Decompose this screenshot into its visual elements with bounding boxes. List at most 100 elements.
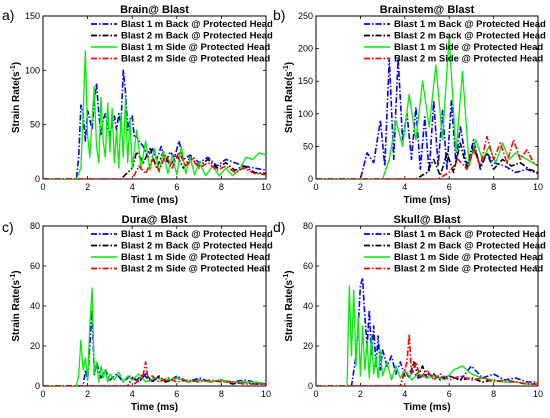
y-tick-label: 60	[303, 261, 313, 271]
series-line-3	[316, 34, 538, 179]
y-tick-label: 0	[35, 381, 40, 391]
legend-label: Blast 2 m Side @ Protected Head	[394, 54, 543, 65]
legend-label: Blast 2 m Side @ Protected Head	[121, 264, 270, 275]
chart-title: Skull@ Blast	[394, 214, 461, 226]
x-tick-label: 4	[402, 182, 407, 192]
x-tick-label: 2	[358, 182, 363, 192]
series-line-1	[316, 57, 538, 179]
chart-title: Brain@ Blast	[120, 4, 189, 16]
panel-label: b)	[273, 7, 285, 23]
y-tick-label: 80	[303, 221, 313, 231]
x-tick-label: 0	[40, 182, 45, 192]
chart-title: Dura@ Blast	[122, 214, 188, 226]
legend-label: Blast 2 m Back @ Protected Head	[121, 241, 273, 252]
legend-label: Blast 2 m Back @ Protected Head	[394, 31, 546, 42]
legend-label: Blast 1 m Back @ Protected Head	[394, 19, 546, 30]
x-tick-label: 4	[130, 389, 135, 399]
panel-4: 0 2 4 6 8 10 0 20 40 60 80 Skull@ Blast d) Time (ms) S…	[273, 214, 546, 413]
panel-label: d)	[273, 219, 285, 235]
y-tick-label: 0	[308, 174, 313, 184]
y-tick-label: 40	[30, 301, 40, 311]
y-tick-label: 0	[35, 174, 40, 184]
x-tick-label: 10	[261, 182, 271, 192]
x-tick-label: 2	[85, 182, 90, 192]
x-tick-label: 8	[491, 182, 496, 192]
x-tick-label: 2	[85, 389, 90, 399]
y-tick-label: 40	[303, 301, 313, 311]
y-tick-label: 0	[308, 381, 313, 391]
x-tick-label: 6	[174, 182, 179, 192]
legend-label: Blast 1 m Back @ Protected Head	[394, 229, 546, 240]
y-tick-label: 20	[30, 341, 40, 351]
x-tick-label: 6	[447, 389, 452, 399]
x-tick-label: 8	[491, 389, 496, 399]
series-line-1	[43, 69, 266, 179]
axes-frame	[42, 15, 267, 180]
x-tick-label: 4	[402, 389, 407, 399]
x-tick-label: 0	[313, 182, 318, 192]
x-tick-label: 0	[40, 389, 45, 399]
series-line-3	[43, 50, 266, 179]
y-axis-label: Strain Rate(s-1)	[10, 62, 22, 133]
x-axis-label: Time (ms)	[131, 402, 178, 413]
series-line-1	[316, 277, 538, 386]
series-line-2	[316, 361, 538, 386]
x-tick-label: 6	[447, 182, 452, 192]
x-tick-label: 6	[174, 389, 179, 399]
series-line-3	[43, 287, 266, 386]
y-axis-label: Strain Rate(s-1)	[283, 62, 295, 133]
legend-label: Blast 1 m Side @ Protected Head	[394, 252, 543, 263]
panel-3: 0 2 4 6 8 10 0 20 40 60 80 Dura@ Blast c) Time (ms) St…	[2, 214, 273, 413]
series-line-4	[316, 333, 538, 386]
legend-label: Blast 1 m Side @ Protected Head	[121, 252, 270, 263]
y-tick-label: 100	[25, 65, 40, 75]
y-tick-label: 80	[30, 221, 40, 231]
y-tick-label: 200	[298, 44, 313, 54]
series-line-1	[43, 309, 266, 386]
y-tick-label: 20	[303, 341, 313, 351]
legend-label: Blast 1 m Side @ Protected Head	[121, 42, 270, 53]
legend-label: Blast 2 m Side @ Protected Head	[121, 54, 270, 65]
legend-label: Blast 1 m Back @ Protected Head	[121, 229, 273, 240]
x-axis-label: Time (ms)	[403, 195, 450, 206]
legend-label: Blast 2 m Back @ Protected Head	[121, 31, 273, 42]
y-tick-label: 50	[303, 141, 313, 151]
x-tick-label: 8	[219, 389, 224, 399]
series-line-4	[43, 361, 266, 386]
panel-label: c)	[2, 219, 14, 235]
series-line-4	[43, 151, 266, 179]
series-line-4	[316, 135, 538, 179]
series-line-3	[316, 285, 538, 386]
legend-label: Blast 2 m Back @ Protected Head	[394, 241, 546, 252]
legend-label: Blast 1 m Side @ Protected Head	[394, 42, 543, 53]
x-tick-label: 4	[130, 182, 135, 192]
y-tick-label: 150	[298, 76, 313, 86]
y-axis-label: Strain Rate(s-1)	[283, 270, 295, 341]
legend-label: Blast 2 m Side @ Protected Head	[394, 264, 543, 275]
y-tick-label: 250	[298, 11, 313, 21]
legend-label: Blast 1 m Back @ Protected Head	[121, 19, 273, 30]
y-tick-label: 150	[25, 11, 40, 21]
x-tick-label: 10	[533, 389, 543, 399]
x-tick-label: 10	[261, 389, 271, 399]
x-axis-label: Time (ms)	[403, 402, 450, 413]
chart-title: Brainstem@ Blast	[380, 4, 475, 16]
x-tick-label: 10	[533, 182, 543, 192]
y-tick-label: 100	[298, 109, 313, 119]
x-tick-label: 2	[358, 389, 363, 399]
series-line-2	[43, 147, 266, 179]
y-axis-label: Strain Rate(s-1)	[10, 270, 22, 341]
y-tick-label: 60	[30, 261, 40, 271]
panel-label: a)	[2, 7, 14, 23]
x-tick-label: 0	[313, 389, 318, 399]
x-tick-label: 8	[219, 182, 224, 192]
axes-frame	[315, 15, 539, 180]
x-axis-label: Time (ms)	[131, 195, 178, 206]
